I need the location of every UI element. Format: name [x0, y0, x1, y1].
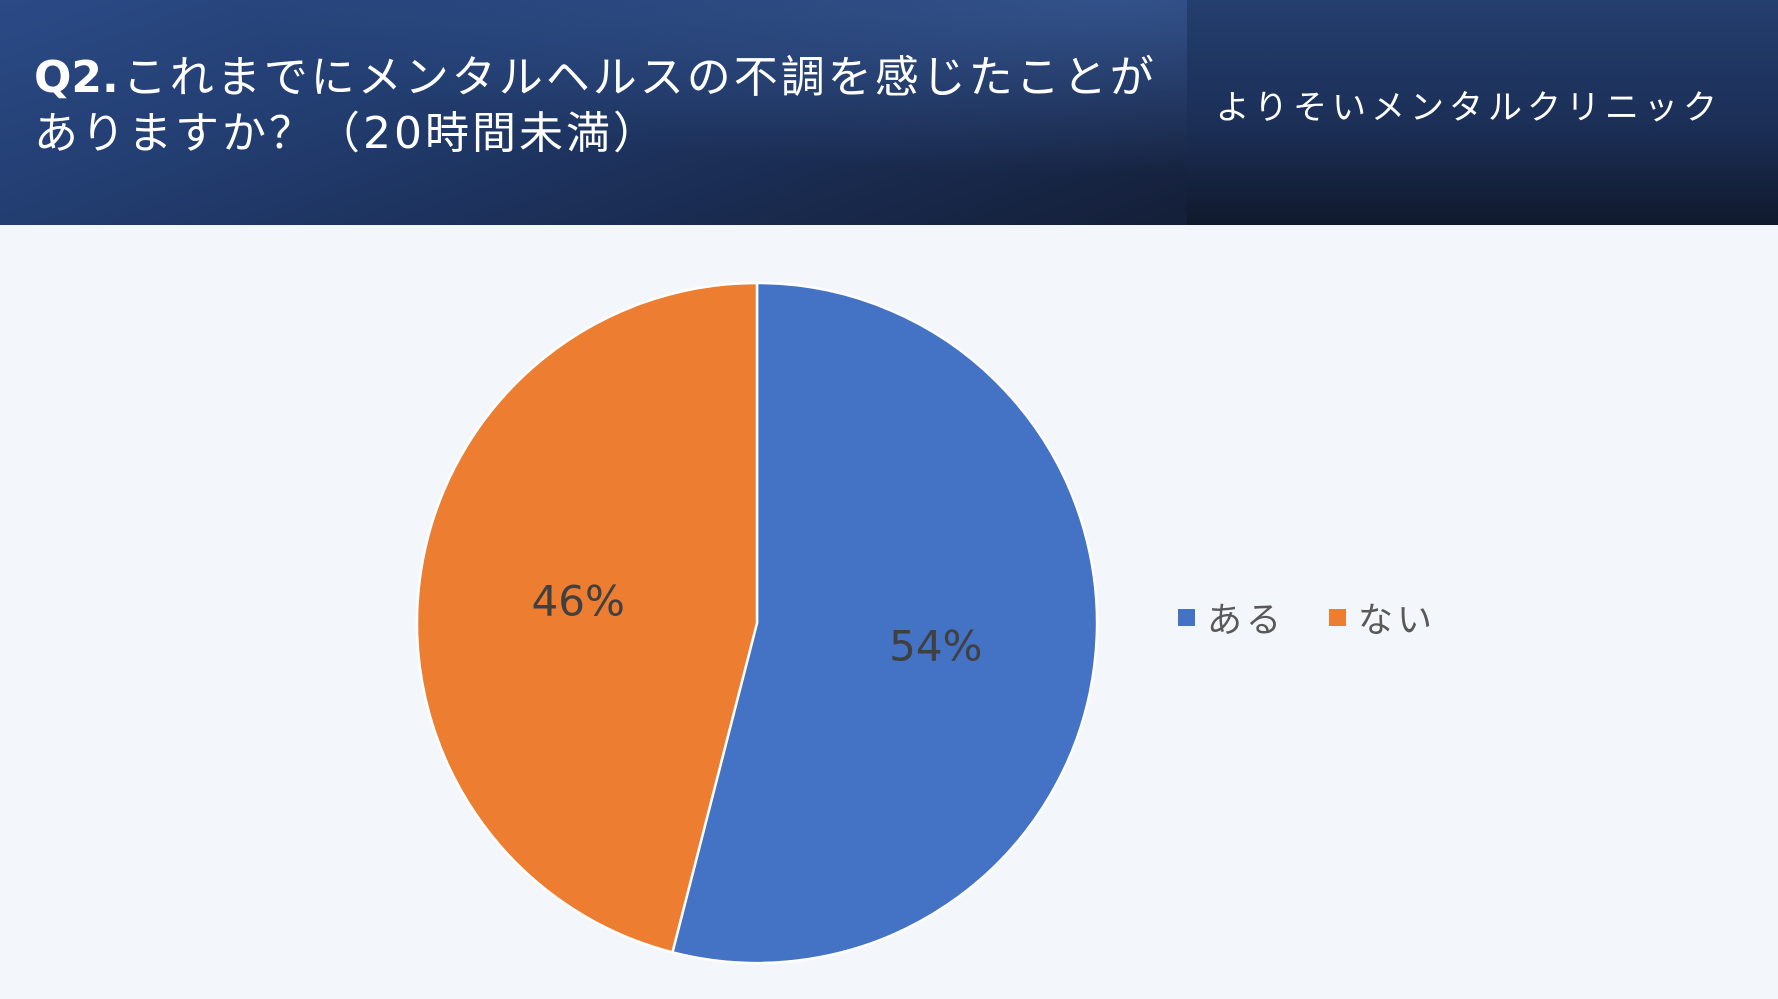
header-brand-panel: よりそいメンタルクリニック: [1187, 0, 1778, 225]
pie-slice-aru: [670, 281, 1099, 965]
data-label-nai: 46%: [532, 576, 625, 625]
legend-swatch-aru: [1178, 609, 1195, 626]
question-text: これまでにメンタルヘルスの不調を感じたことがありますか？（20時間未満）: [34, 52, 1157, 159]
legend-swatch-nai: [1329, 609, 1347, 626]
legend-label-aru: ある: [1207, 601, 1286, 641]
question-number: Q2.: [34, 52, 119, 103]
pie-slice-nai: [415, 281, 759, 954]
header-title-panel: Q2.これまでにメンタルヘルスの不調を感じたことがありますか？（20時間未満）: [0, 0, 1187, 225]
legend-item-nai: ない: [1329, 592, 1436, 643]
legend-label-nai: ない: [1358, 601, 1437, 641]
header: Q2.これまでにメンタルヘルスの不調を感じたことがありますか？（20時間未満） …: [0, 0, 1778, 225]
chart-legend: ある ない: [1178, 592, 1436, 643]
clinic-name: よりそいメンタルクリニック: [1215, 88, 1722, 128]
chart-area: 54% 46%: [0, 225, 1778, 999]
pie-chart: 54% 46%: [415, 281, 1099, 965]
data-label-aru: 54%: [889, 622, 982, 671]
legend-item-aru: ある: [1178, 592, 1285, 643]
page-title: Q2.これまでにメンタルヘルスの不調を感じたことがありますか？（20時間未満）: [34, 50, 1164, 162]
